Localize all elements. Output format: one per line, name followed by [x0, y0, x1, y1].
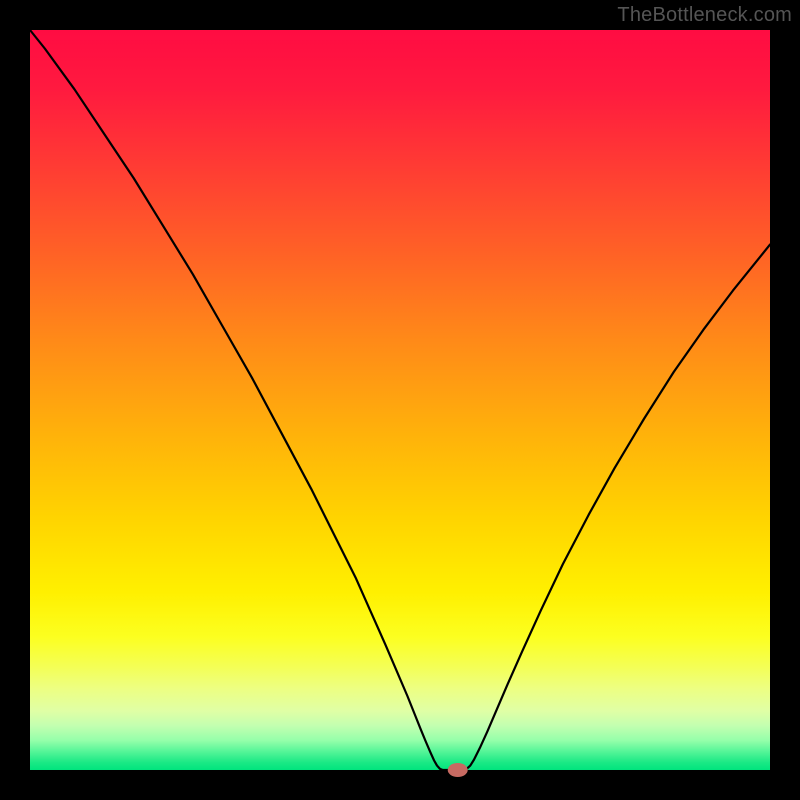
plot-gradient-area: [30, 30, 770, 770]
chart-container: TheBottleneck.com: [0, 0, 800, 800]
bottleneck-chart: [0, 0, 800, 800]
optimal-point-marker: [448, 763, 468, 777]
